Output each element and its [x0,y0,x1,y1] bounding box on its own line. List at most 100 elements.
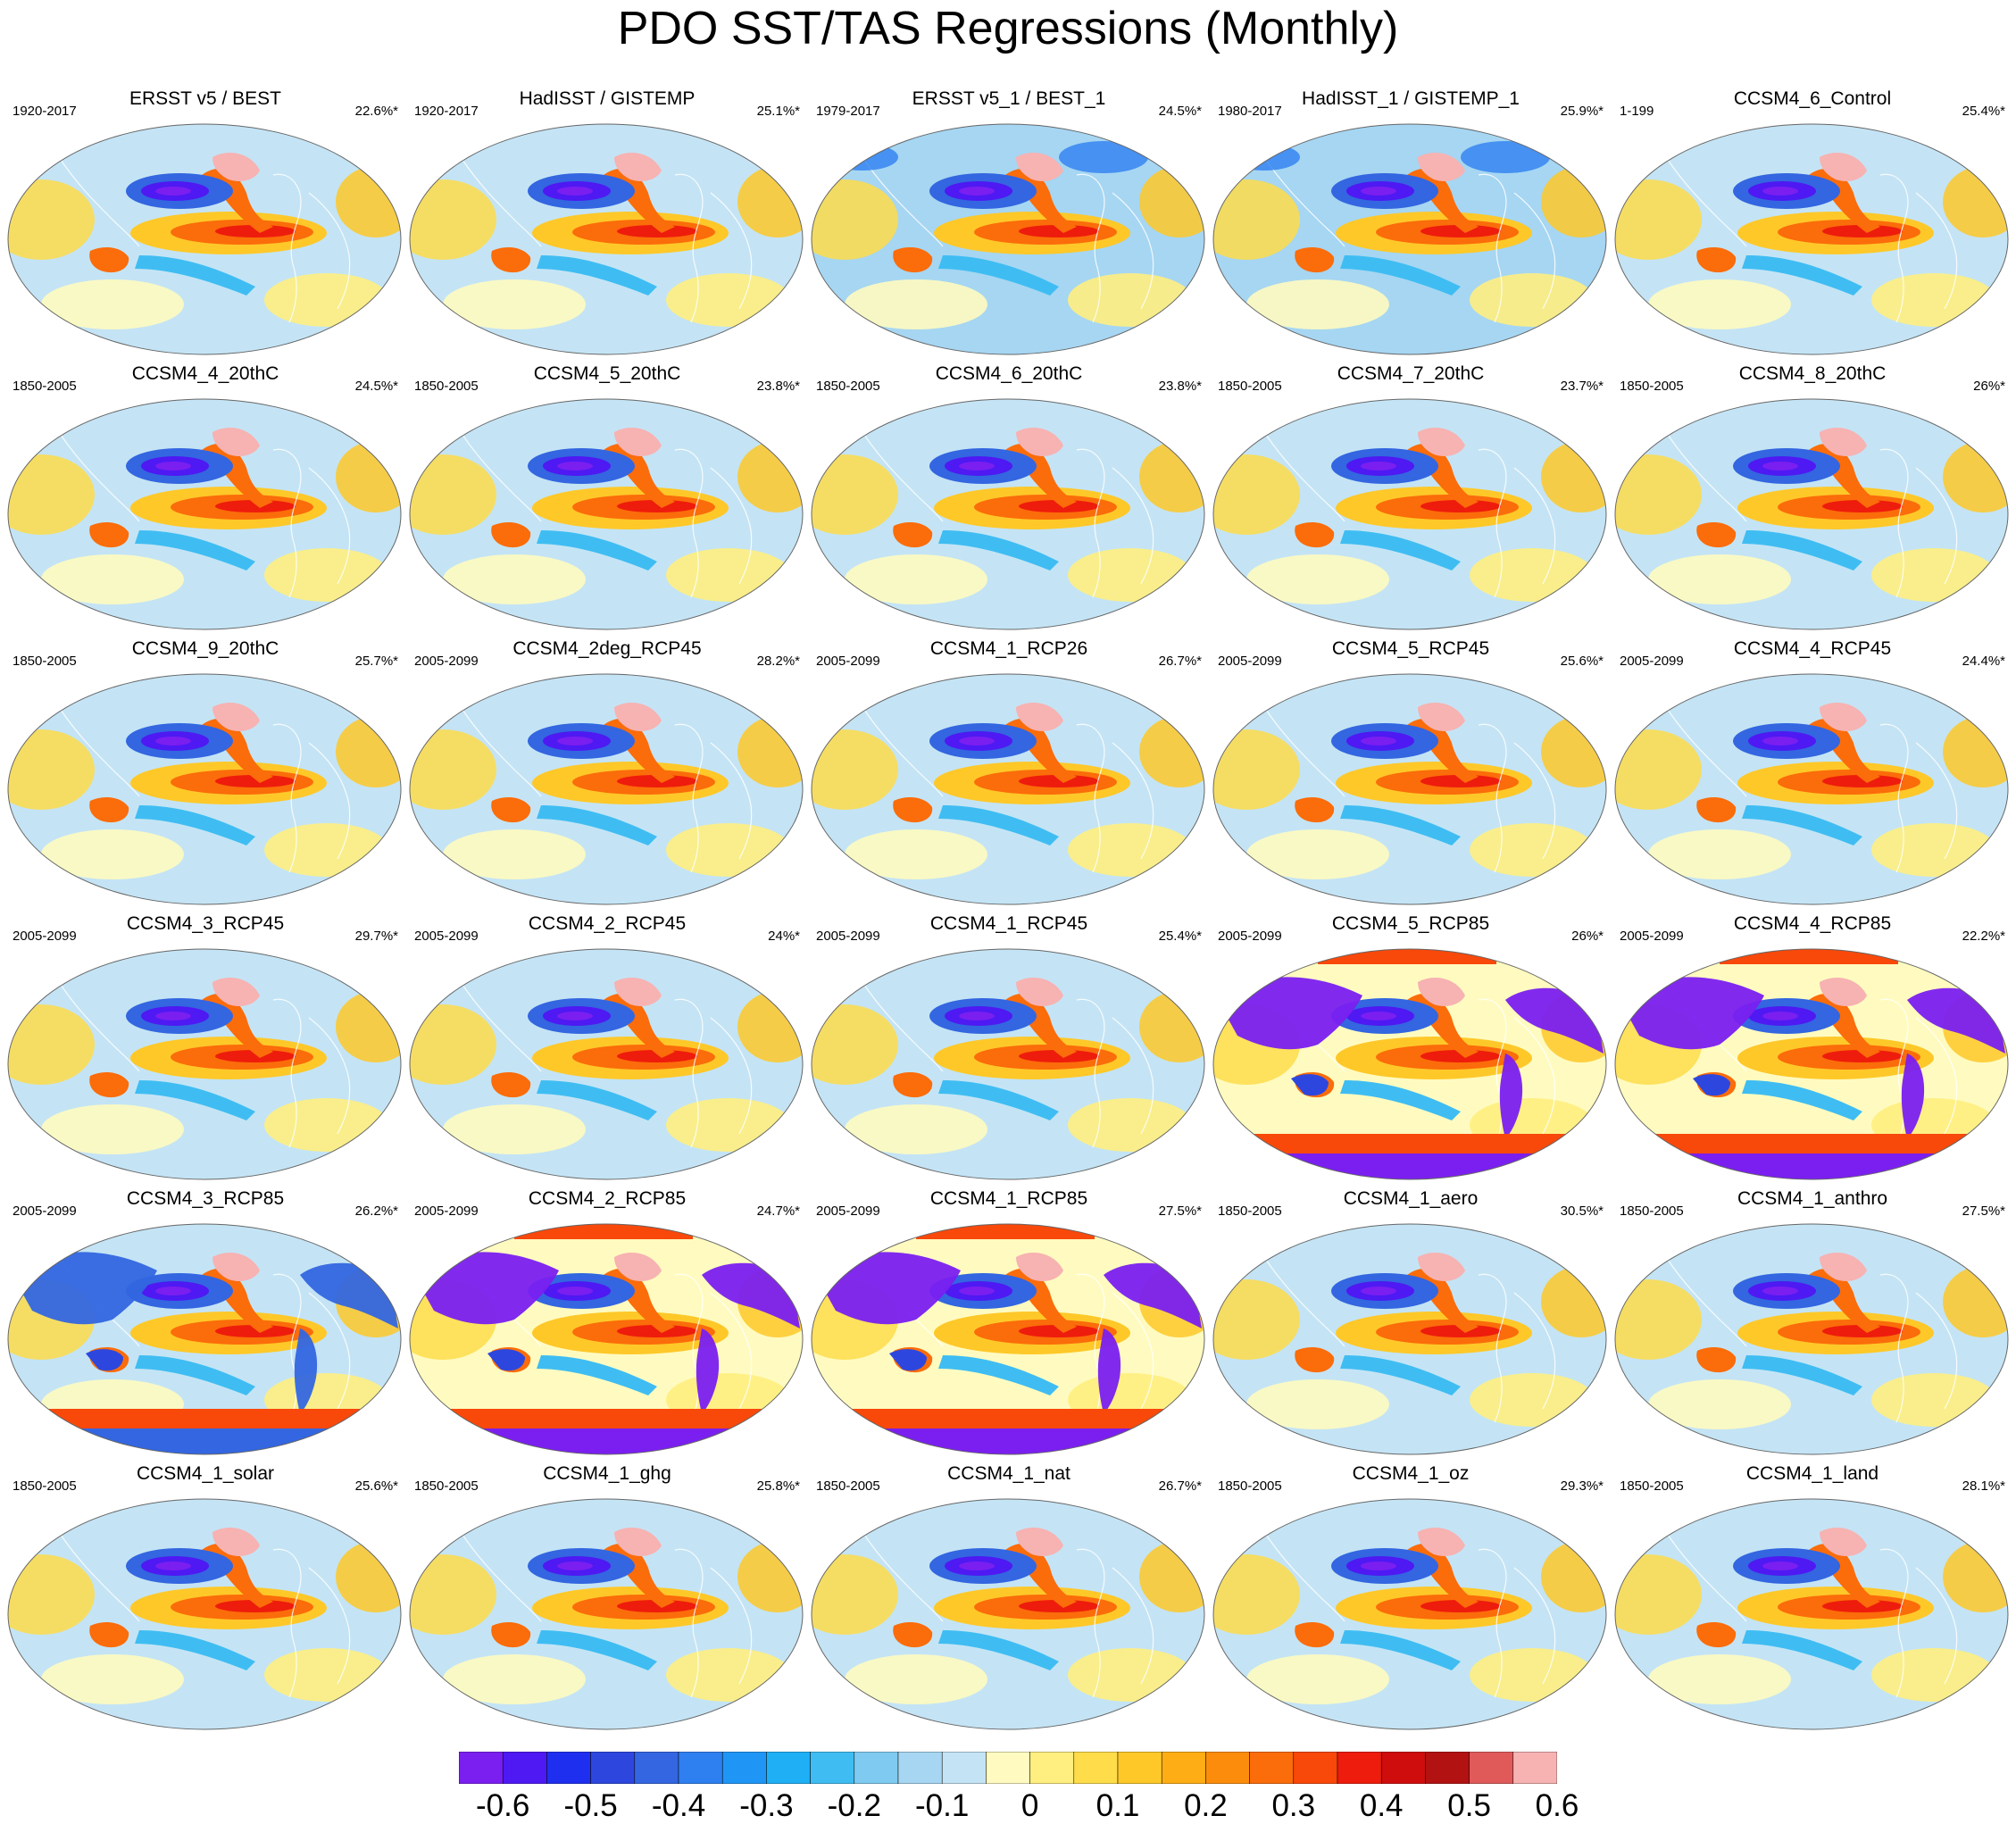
panel-period: 2005-2099 [816,654,880,669]
panel-title: CCSM4_1_anthro [1737,1188,1888,1209]
map-panel: CCSM4_4_RCP85 2005-2099 22.2%* [1612,912,2012,1186]
regression-map [1614,1498,2009,1730]
panel-variance-pct: 26%* [1571,929,1604,944]
colorbar-swatch [546,1752,591,1784]
regression-map [409,1223,804,1455]
panel-period: 2005-2099 [1620,654,1684,669]
colorbar-swatch [1512,1752,1557,1784]
panel-period: 1979-2017 [816,104,880,119]
panel-variance-pct: 23.7%* [1560,379,1604,394]
regression-map [811,948,1205,1180]
colorbar-swatch [721,1752,767,1784]
colorbar-tick-label: 0.4 [1359,1788,1404,1823]
panel-variance-pct: 25.6%* [354,1478,398,1494]
panel-title: CCSM4_1_RCP26 [929,638,1088,659]
map-panel: CCSM4_3_RCP45 2005-2099 29.7%* [5,912,405,1186]
colorbar-swatch [766,1752,811,1784]
map-panel: CCSM4_7_20thC 1850-2005 23.7%* [1211,362,1611,636]
map-panel: CCSM4_5_RCP85 2005-2099 26%* [1211,912,1611,1186]
regression-map [811,1498,1205,1730]
panel-variance-pct: 23.8%* [756,379,800,394]
panel-title: CCSM4_4_RCP85 [1733,913,1892,934]
regression-map [1614,123,2009,355]
regression-map [1212,1498,1607,1730]
panel-period: 1850-2005 [414,1478,479,1494]
panel-period: 1850-2005 [816,379,880,394]
panel-title: HadISST_1 / GISTEMP_1 [1302,88,1520,109]
panel-variance-pct: 22.2%* [1962,929,2005,944]
colorbar-swatch [1117,1752,1162,1784]
colorbar-swatch [1337,1752,1382,1784]
colorbar-swatch [1425,1752,1470,1784]
map-panel: CCSM4_1_land 1850-2005 28.1%* [1612,1462,2012,1736]
map-panel: CCSM4_1_aero 1850-2005 30.5%* [1211,1187,1611,1461]
colorbar-tick-label: -0.3 [739,1788,794,1823]
regression-map [1614,948,2009,1180]
panel-title: CCSM4_5_RCP45 [1331,638,1490,659]
colorbar-tick-label: -0.4 [651,1788,706,1823]
panel-title: CCSM4_1_aero [1343,1188,1479,1209]
map-panel: CCSM4_2_RCP85 2005-2099 24.7%* [407,1187,807,1461]
panel-period: 2005-2099 [414,929,479,944]
panel-period: 1850-2005 [1218,1478,1282,1494]
map-panel: CCSM4_1_solar 1850-2005 25.6%* [5,1462,405,1736]
regression-map [811,673,1205,905]
regression-map [7,123,402,355]
regression-map [7,398,402,630]
map-panel: CCSM4_4_RCP45 2005-2099 24.4%* [1612,637,2012,911]
panel-variance-pct: 24%* [768,929,800,944]
colorbar-tick-label: 0.1 [1095,1788,1140,1823]
regression-map [1614,1223,2009,1455]
page-title: PDO SST/TAS Regressions (Monthly) [617,3,1399,54]
regression-map [409,948,804,1180]
panel-variance-pct: 25.1%* [756,104,800,119]
colorbar-swatch [1161,1752,1206,1784]
colorbar-swatch [1380,1752,1426,1784]
panel-title: CCSM4_1_land [1745,1463,1879,1484]
panel-title: ERSST v5 / BEST [129,88,281,109]
panel-period: 2005-2099 [12,929,77,944]
colorbar-swatch [1293,1752,1338,1784]
map-panel: ERSST v5 / BEST 1920-2017 22.6%* [5,87,405,361]
colorbar-tick-label: 0.3 [1271,1788,1316,1823]
panel-title: CCSM4_4_20thC [131,363,279,384]
regression-map [811,1223,1205,1455]
map-panel: CCSM4_4_20thC 1850-2005 24.5%* [5,362,405,636]
panel-title: CCSM4_1_nat [947,1463,1070,1484]
colorbar-swatch [678,1752,723,1784]
map-panel: CCSM4_2deg_RCP45 2005-2099 28.2%* [407,637,807,911]
colorbar-tick-label: 0.5 [1447,1788,1491,1823]
panel-title: HadISST / GISTEMP [519,88,696,109]
panel-title: CCSM4_4_RCP45 [1733,638,1892,659]
colorbar-swatch [1249,1752,1295,1784]
panel-title: CCSM4_3_RCP85 [126,1188,285,1209]
panel-variance-pct: 30.5%* [1560,1204,1604,1219]
panel-period: 1850-2005 [1218,1204,1282,1219]
map-panel: HadISST_1 / GISTEMP_1 1980-2017 25.9%* [1211,87,1611,361]
panel-period: 1980-2017 [1218,104,1282,119]
regression-map [811,123,1205,355]
map-panel: CCSM4_9_20thC 1850-2005 25.7%* [5,637,405,911]
panel-variance-pct: 24.4%* [1962,654,2005,669]
map-panel: CCSM4_8_20thC 1850-2005 26%* [1612,362,2012,636]
map-panel: CCSM4_1_oz 1850-2005 29.3%* [1211,1462,1611,1736]
panel-period: 1850-2005 [12,379,77,394]
panel-variance-pct: 26.7%* [1158,654,1202,669]
map-panel: CCSM4_6_20thC 1850-2005 23.8%* [809,362,1209,636]
colorbar-tick-label: 0 [1020,1788,1039,1823]
colorbar-swatch [986,1752,1030,1784]
panel-title: CCSM4_1_oz [1352,1463,1470,1484]
colorbar-tick-label: -0.6 [476,1788,530,1823]
colorbar-tick-label: -0.1 [915,1788,970,1823]
panel-period: 1850-2005 [1620,1204,1684,1219]
map-panel: CCSM4_1_anthro 1850-2005 27.5%* [1612,1187,2012,1461]
panel-title: CCSM4_6_Control [1733,88,1892,109]
colorbar-tick-label: -0.5 [563,1788,618,1823]
panel-variance-pct: 24.5%* [354,379,398,394]
colorbar-swatch [1029,1752,1075,1784]
panel-period: 2005-2099 [1620,929,1684,944]
panel-period: 1920-2017 [414,104,479,119]
regression-map [7,1498,402,1730]
panel-title: CCSM4_1_RCP85 [929,1188,1088,1209]
colorbar-swatch [1205,1752,1250,1784]
